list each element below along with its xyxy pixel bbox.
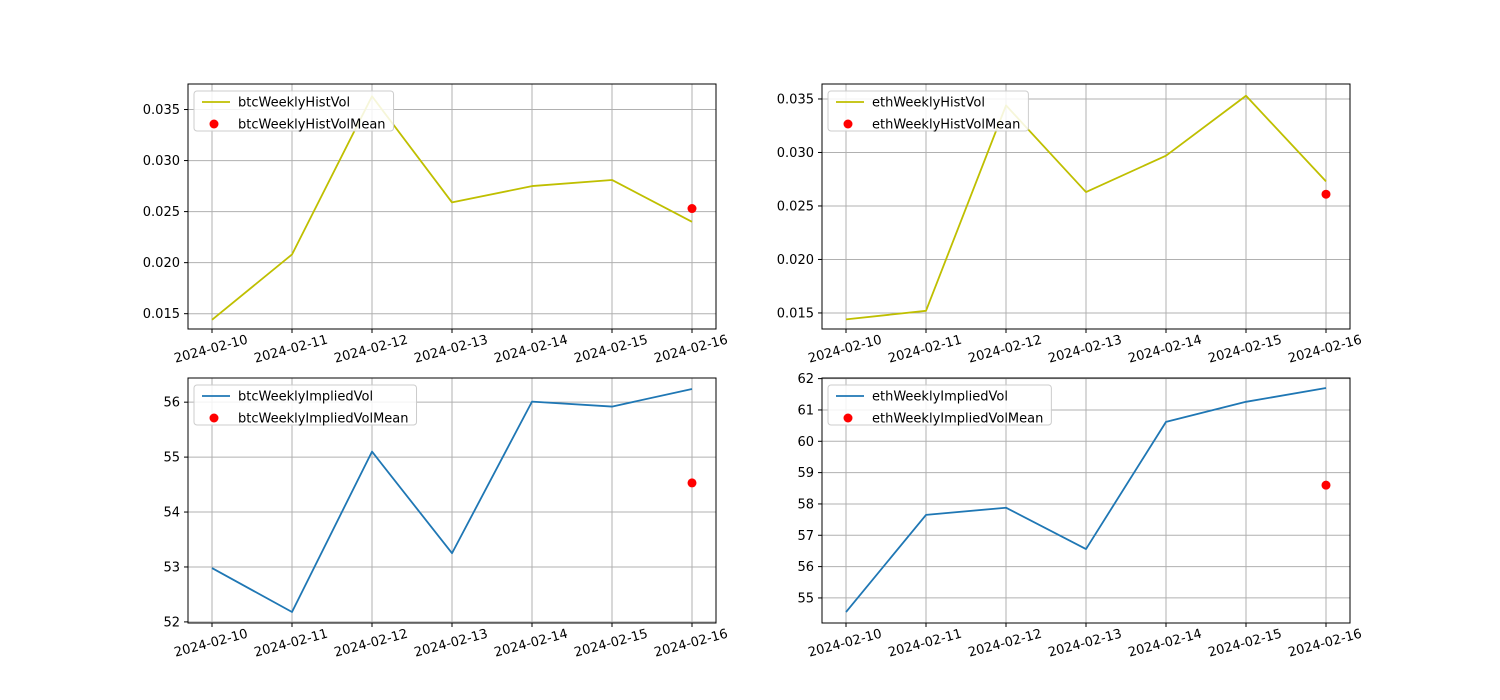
btc-hist-vol-xtick-label: 2024-02-15 — [573, 333, 650, 367]
eth-implied-vol-ytick-label: 60 — [797, 435, 814, 450]
btc-implied-vol-legend-point-swatch — [209, 413, 219, 423]
btc-implied-vol-xtick-label: 2024-02-13 — [413, 627, 490, 661]
eth-implied-vol-ytick-label: 59 — [797, 466, 814, 481]
btc-hist-vol-ytick-label: 0.015 — [143, 307, 180, 322]
eth-hist-vol-xtick-label: 2024-02-14 — [1127, 333, 1204, 367]
btc-implied-vol-xtick-label: 2024-02-12 — [333, 627, 410, 661]
btc-implied-vol-xtick-label: 2024-02-10 — [173, 627, 250, 661]
eth-implied-vol-legend-point-swatch — [843, 413, 853, 423]
btc-implied-vol-ytick-label: 56 — [163, 396, 180, 411]
btc-implied-vol-ytick-label: 55 — [163, 451, 180, 466]
btc-hist-vol-ytick-label: 0.030 — [143, 154, 180, 169]
btc-implied-vol-series-line — [211, 388, 693, 613]
eth-implied-vol-ytick-label: 57 — [797, 529, 814, 544]
eth-hist-vol-series-line — [845, 94, 1327, 321]
btc-implied-vol-chart: 52 53 54 55 56 2024-02-10 2024-02-11 2024-02-12… — [163, 377, 730, 661]
eth-hist-vol-mean-point — [1321, 189, 1331, 199]
btc-implied-vol-legend-mean-label: btcWeeklyImpliedVolMean — [238, 412, 409, 427]
btc-hist-vol-ytick-label: 0.025 — [143, 205, 180, 220]
btc-hist-vol-legend-mean-label: btcWeeklyHistVolMean — [238, 118, 386, 133]
eth-hist-vol-legend-mean-label: ethWeeklyHistVolMean — [872, 118, 1020, 133]
eth-hist-vol-xtick-label: 2024-02-13 — [1047, 333, 1124, 367]
btc-hist-vol-legend-point-swatch — [209, 119, 219, 129]
eth-hist-vol-ytick-label: 0.030 — [777, 146, 814, 161]
eth-implied-vol-legend — [827, 384, 1052, 426]
eth-implied-vol-xtick-label: 2024-02-16 — [1287, 627, 1364, 661]
eth-hist-vol-xtick-label: 2024-02-10 — [807, 333, 884, 367]
btc-hist-vol-xtick-label: 2024-02-10 — [173, 333, 250, 367]
eth-implied-vol-ytick-label: 56 — [797, 560, 814, 575]
eth-implied-vol-ytick-label: 61 — [797, 403, 814, 418]
eth-implied-vol-xtick-label: 2024-02-10 — [807, 627, 884, 661]
btc-implied-vol-ytick-label: 52 — [163, 615, 180, 630]
eth-hist-vol-ytick-label: 0.025 — [777, 199, 814, 214]
eth-implied-vol-xtick-label: 2024-02-15 — [1207, 627, 1284, 661]
eth-hist-vol-xtick-label: 2024-02-16 — [1287, 333, 1364, 367]
btc-implied-vol-ytick-label: 54 — [163, 506, 180, 521]
btc-implied-vol-xtick-label: 2024-02-14 — [493, 627, 570, 661]
eth-implied-vol-ytick-label: 55 — [797, 591, 814, 606]
eth-implied-vol-ytick-label: 58 — [797, 497, 814, 512]
eth-hist-vol-legend-series-label: ethWeeklyHistVol — [872, 96, 985, 111]
btc-hist-vol-legend-series-label: btcWeeklyHistVol — [238, 96, 350, 111]
btc-hist-vol-xtick-label: 2024-02-16 — [653, 333, 730, 367]
eth-hist-vol-ytick-label: 0.035 — [777, 92, 814, 107]
eth-implied-vol-legend-series-label: ethWeeklyImpliedVol — [872, 390, 1008, 405]
eth-implied-vol-ytick-label: 62 — [797, 372, 814, 387]
eth-implied-vol-xtick-label: 2024-02-11 — [887, 627, 964, 661]
btc-hist-vol-ytick-label: 0.020 — [143, 256, 180, 271]
btc-implied-vol-legend — [193, 384, 418, 426]
btc-hist-vol-xtick-label: 2024-02-14 — [493, 333, 570, 367]
btc-hist-vol-legend — [193, 90, 395, 132]
eth-hist-vol-xtick-label: 2024-02-12 — [967, 333, 1044, 367]
btc-hist-vol-xtick-label: 2024-02-13 — [413, 333, 490, 367]
btc-hist-vol-series-line — [211, 95, 693, 321]
btc-implied-vol-ytick-label: 53 — [163, 560, 180, 575]
btc-implied-vol-xtick-label: 2024-02-15 — [573, 627, 650, 661]
btc-implied-vol-xtick-label: 2024-02-11 — [253, 627, 330, 661]
btc-hist-vol-ytick-label: 0.035 — [143, 103, 180, 118]
eth-implied-vol-legend-mean-label: ethWeeklyImpliedVolMean — [872, 412, 1043, 427]
btc-hist-vol-xtick-label: 2024-02-11 — [253, 333, 330, 367]
eth-implied-vol-mean-point — [1321, 480, 1331, 490]
eth-implied-vol-xtick-label: 2024-02-12 — [967, 627, 1044, 661]
eth-implied-vol-series-line — [845, 387, 1327, 613]
eth-hist-vol-xtick-label: 2024-02-15 — [1207, 333, 1284, 367]
btc-implied-vol-legend-series-label: btcWeeklyImpliedVol — [238, 390, 373, 405]
btc-implied-vol-xtick-label: 2024-02-16 — [653, 627, 730, 661]
btc-hist-vol-mean-point — [687, 204, 697, 214]
btc-hist-vol-xtick-label: 2024-02-12 — [333, 333, 410, 367]
eth-implied-vol-xtick-label: 2024-02-14 — [1127, 627, 1204, 661]
eth-hist-vol-ytick-label: 0.015 — [777, 306, 814, 321]
eth-implied-vol-xtick-label: 2024-02-13 — [1047, 627, 1124, 661]
btc-implied-vol-mean-point — [687, 478, 697, 488]
eth-hist-vol-ytick-label: 0.020 — [777, 253, 814, 268]
eth-hist-vol-xtick-label: 2024-02-11 — [887, 333, 964, 367]
eth-hist-vol-legend-point-swatch — [843, 119, 853, 129]
eth-hist-vol-legend — [827, 90, 1029, 132]
